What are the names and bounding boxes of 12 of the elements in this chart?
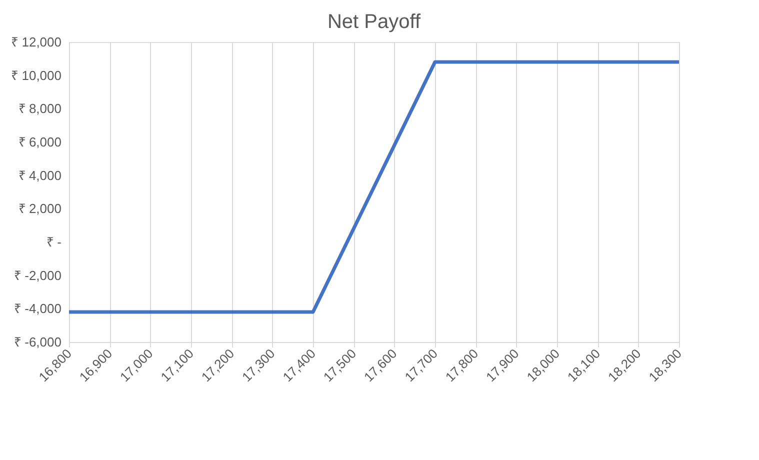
y-tick-label: ₹ 8,000 [18, 101, 62, 116]
line-series [67, 60, 681, 314]
chart-title: Net Payoff [327, 11, 421, 33]
y-tick-label: ₹ 6,000 [18, 134, 62, 150]
y-tick-label: ₹ -4,000 [14, 301, 62, 316]
y-tick-label: ₹ 4,000 [18, 168, 62, 183]
y-tick-label: ₹ -2,000 [14, 268, 62, 283]
y-tick-label: ₹ 2,000 [18, 201, 62, 216]
y-tick-label: ₹ 12,000 [11, 34, 62, 50]
y-tick-label: ₹ 10,000 [11, 68, 62, 83]
y-tick-label: ₹ - [46, 234, 62, 250]
y-tick-label: ₹ -6,000 [14, 334, 62, 350]
